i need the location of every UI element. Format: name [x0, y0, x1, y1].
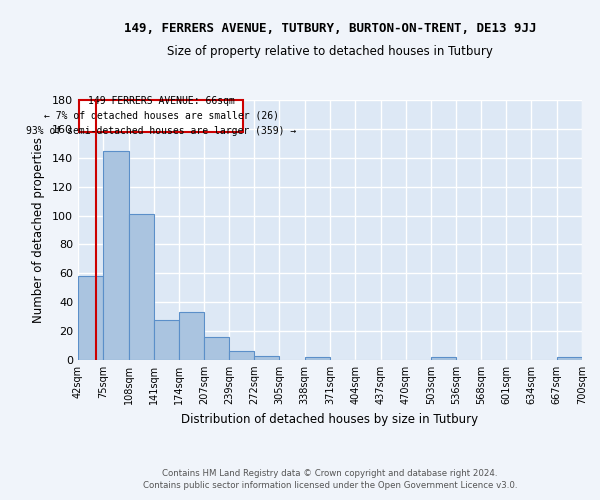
Bar	[229, 352, 254, 360]
Bar	[205, 337, 229, 360]
Bar	[179, 312, 205, 360]
Bar	[254, 356, 280, 360]
Bar	[103, 150, 128, 360]
Bar	[128, 214, 154, 360]
FancyBboxPatch shape	[79, 100, 244, 132]
Text: 149 FERRERS AVENUE: 66sqm
← 7% of detached houses are smaller (26)
93% of semi-d: 149 FERRERS AVENUE: 66sqm ← 7% of detach…	[26, 96, 296, 136]
Text: 149, FERRERS AVENUE, TUTBURY, BURTON-ON-TRENT, DE13 9JJ: 149, FERRERS AVENUE, TUTBURY, BURTON-ON-…	[124, 22, 536, 36]
Bar	[557, 357, 582, 360]
Bar	[78, 276, 103, 360]
Y-axis label: Number of detached properties: Number of detached properties	[32, 137, 45, 323]
Bar	[154, 320, 179, 360]
Text: Contains HM Land Registry data © Crown copyright and database right 2024.
Contai: Contains HM Land Registry data © Crown c…	[143, 468, 517, 490]
X-axis label: Distribution of detached houses by size in Tutbury: Distribution of detached houses by size …	[181, 412, 479, 426]
Bar	[305, 357, 330, 360]
Bar	[431, 357, 457, 360]
Text: Size of property relative to detached houses in Tutbury: Size of property relative to detached ho…	[167, 45, 493, 58]
